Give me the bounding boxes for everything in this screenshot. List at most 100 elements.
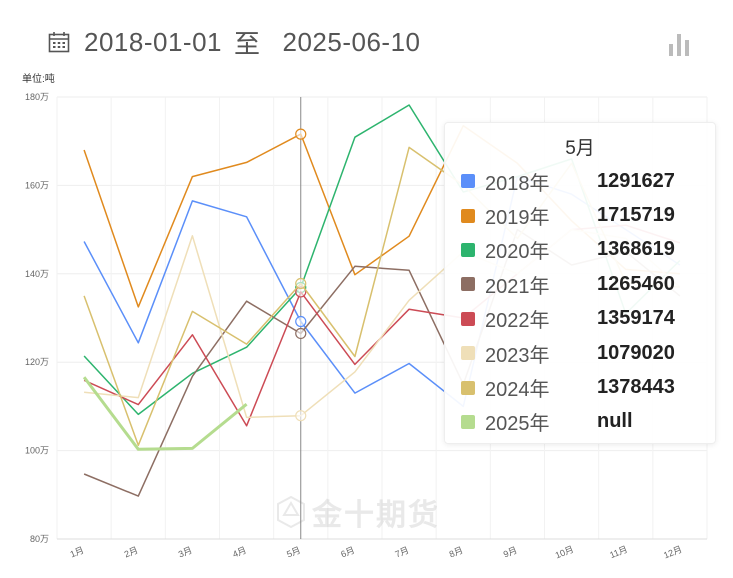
tooltip-series-name: 2018年: [485, 172, 550, 195]
tooltip-series-value: 1368619: [597, 238, 675, 261]
data-point[interactable]: [295, 410, 307, 422]
unit-label: 单位:吨: [22, 74, 55, 85]
data-point[interactable]: [353, 363, 356, 366]
data-point[interactable]: [295, 315, 307, 328]
date-from: 2018-01-01: [84, 26, 222, 57]
data-point[interactable]: [191, 175, 194, 178]
x-tick-label: 1月: [69, 545, 86, 560]
calendar-icon[interactable]: [48, 31, 70, 53]
data-point[interactable]: [408, 299, 411, 302]
y-tick-label: 180万: [25, 92, 49, 102]
series-swatch: [461, 414, 475, 429]
watermark: 金十期货: [276, 490, 440, 534]
tooltip-series-name: 2023年: [485, 344, 550, 367]
data-point[interactable]: [83, 294, 86, 297]
data-point[interactable]: [408, 308, 411, 311]
series-swatch: [461, 380, 475, 395]
data-point[interactable]: [353, 370, 356, 373]
tooltip-series-value: 1265460: [597, 272, 675, 295]
tooltip-series-value: 1359174: [597, 307, 675, 330]
data-point[interactable]: [353, 265, 356, 268]
jin10-logo-icon: [277, 495, 305, 529]
data-point[interactable]: [191, 447, 194, 450]
data-point[interactable]: [408, 146, 411, 149]
data-point[interactable]: [191, 234, 194, 237]
tooltip-row: 2025年 null: [461, 405, 699, 439]
data-point[interactable]: [191, 375, 194, 378]
x-tick-label: 5月: [285, 545, 302, 560]
x-tick-label: 9月: [502, 545, 519, 560]
data-point[interactable]: [353, 392, 356, 395]
date-separator: 至: [234, 28, 261, 59]
data-point[interactable]: [137, 396, 140, 399]
tooltip-row: 2024年 1378443: [461, 370, 699, 404]
tooltip: 5月 2018年 1291627 2019年 1715719 2020年 1368619 2…: [444, 122, 716, 444]
data-point[interactable]: [245, 416, 248, 419]
data-point[interactable]: [295, 277, 307, 290]
data-point[interactable]: [83, 355, 86, 358]
tooltip-series-value: 1715719: [597, 204, 675, 227]
tooltip-series-value: 1291627: [597, 169, 675, 192]
data-point[interactable]: [137, 341, 140, 344]
data-point[interactable]: [137, 403, 140, 406]
data-point[interactable]: [83, 376, 86, 379]
date-range-header[interactable]: 2018-01-01 至 2025-06-10: [48, 24, 421, 60]
x-tick-label: 12月: [662, 544, 683, 560]
data-point[interactable]: [137, 413, 140, 416]
x-tick-label: 3月: [177, 545, 194, 560]
data-point[interactable]: [83, 391, 86, 394]
data-point[interactable]: [245, 215, 248, 218]
data-point[interactable]: [353, 136, 356, 139]
data-point[interactable]: [245, 424, 248, 427]
data-point[interactable]: [191, 310, 194, 313]
data-point[interactable]: [353, 355, 356, 358]
date-to: 2025-06-10: [282, 26, 421, 57]
tooltip-row: 2020年 1368619: [461, 233, 699, 267]
tooltip-series-name: 2020年: [485, 241, 550, 264]
tooltip-row: 2018年 1291627: [461, 164, 699, 198]
data-point[interactable]: [137, 305, 140, 308]
data-point[interactable]: [191, 333, 194, 336]
data-point[interactable]: [83, 149, 86, 152]
y-tick-label: 80万: [30, 534, 49, 544]
data-point[interactable]: [245, 403, 248, 406]
data-point[interactable]: [408, 103, 411, 106]
tooltip-row: 2021年 1265460: [461, 267, 699, 301]
data-point[interactable]: [245, 161, 248, 164]
series-swatch: [461, 346, 475, 361]
data-point[interactable]: [191, 199, 194, 202]
y-tick-label: 160万: [25, 180, 49, 190]
y-tick-label: 100万: [25, 446, 49, 456]
data-point[interactable]: [137, 448, 140, 451]
watermark-text: 金十期货: [312, 499, 440, 532]
x-tick-label: 6月: [339, 545, 356, 560]
data-point[interactable]: [295, 327, 307, 340]
data-point[interactable]: [137, 495, 140, 498]
bar-chart-icon[interactable]: [667, 32, 691, 56]
data-point[interactable]: [353, 273, 356, 276]
series-swatch: [461, 242, 475, 257]
tooltip-series-name: 2021年: [485, 275, 550, 298]
data-point[interactable]: [245, 300, 248, 303]
series-swatch: [461, 208, 475, 223]
tooltip-row: 2019年 1715719: [461, 198, 699, 232]
series-swatch: [461, 174, 475, 189]
tooltip-series-value: 1079020: [597, 341, 675, 364]
y-tick-label: 120万: [25, 357, 49, 367]
data-point[interactable]: [83, 240, 86, 243]
data-point[interactable]: [83, 473, 86, 476]
series-swatch: [461, 277, 475, 292]
series-line-2025年[interactable]: [82, 376, 248, 451]
tooltip-series-value: 1378443: [597, 376, 675, 399]
data-point[interactable]: [408, 269, 411, 272]
data-point[interactable]: [408, 362, 411, 365]
tooltip-series-name: 2025年: [485, 413, 550, 436]
data-point[interactable]: [408, 235, 411, 238]
y-tick-label: 140万: [25, 269, 49, 279]
data-point[interactable]: [245, 343, 248, 346]
data-point[interactable]: [295, 128, 307, 140]
x-tick-label: 10月: [554, 544, 575, 560]
data-point[interactable]: [245, 346, 248, 349]
x-tick-label: 8月: [448, 545, 465, 560]
x-tick-label: 7月: [394, 545, 411, 560]
